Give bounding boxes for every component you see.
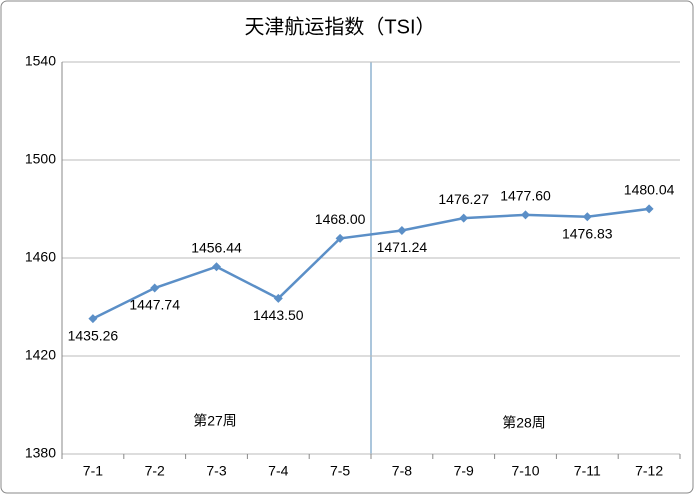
marker — [150, 283, 160, 293]
x-tick-label: 7-10 — [511, 463, 539, 479]
value-label: 1435.26 — [68, 327, 119, 343]
marker — [582, 212, 592, 222]
marker — [459, 213, 469, 223]
x-tick-label: 7-1 — [83, 463, 103, 479]
x-tick-label: 7-5 — [330, 463, 350, 479]
y-tick-label: 1380 — [25, 445, 56, 461]
value-label: 1456.44 — [191, 239, 242, 255]
annotation: 第28周 — [502, 415, 546, 431]
y-tick-label: 1540 — [25, 53, 56, 69]
value-label: 1476.83 — [562, 225, 613, 241]
x-tick-label: 7-12 — [635, 463, 663, 479]
y-tick-label: 1460 — [25, 249, 56, 265]
marker — [273, 293, 283, 303]
marker — [88, 314, 98, 324]
marker — [521, 210, 530, 220]
value-label: 1476.27 — [438, 191, 489, 207]
y-tick-label: 1500 — [25, 151, 56, 167]
line — [92, 207, 650, 320]
value-label: 1480.04 — [624, 182, 675, 198]
y-tick-label: 1420 — [25, 347, 56, 363]
x-tick-label: 7-8 — [392, 463, 412, 479]
value-label: 1447.74 — [129, 297, 180, 313]
annotation: 第27周 — [193, 413, 237, 429]
marker — [212, 262, 221, 272]
value-label: 1471.24 — [377, 239, 428, 255]
marker — [335, 233, 345, 243]
x-tick-label: 7-11 — [574, 463, 601, 479]
x-tick-label: 7-9 — [454, 463, 474, 479]
value-label: 1443.50 — [253, 307, 304, 323]
x-tick-label: 7-3 — [206, 463, 226, 479]
marker — [644, 204, 654, 214]
x-tick-label: 7-2 — [145, 463, 165, 479]
value-label: 1468.00 — [315, 211, 366, 227]
x-tick-label: 7-4 — [268, 463, 288, 479]
value-label: 1477.60 — [500, 188, 551, 204]
marker — [397, 225, 407, 235]
chart-title: 天津航运指数（TSI） — [244, 15, 435, 38]
